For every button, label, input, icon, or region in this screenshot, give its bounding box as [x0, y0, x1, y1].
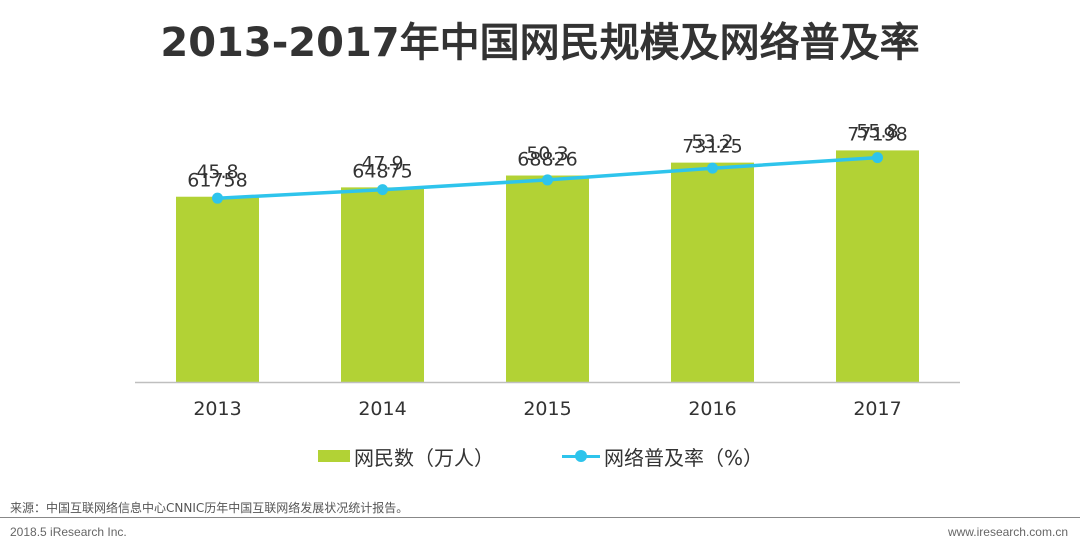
- rate-value-label: 47.9: [361, 153, 403, 175]
- footer-website: www.iresearch.com.cn: [947, 525, 1068, 539]
- rate-point-2014: [377, 184, 388, 196]
- chart-legend: 网民数（万人） 网络普及率（%）: [0, 441, 1080, 471]
- legend-item-rate: 网络普及率（%）: [562, 441, 763, 471]
- chart-title: 2013-2017年中国网民规模及网络普及率: [160, 20, 920, 66]
- legend-bar-swatch: [318, 450, 350, 462]
- legend-item-users: 网民数（万人）: [318, 441, 494, 471]
- bar-2015: [506, 175, 589, 382]
- x-tick-label: 2013: [193, 398, 241, 420]
- rate-point-2017: [872, 152, 883, 164]
- bar-value-label: 64875: [352, 160, 412, 182]
- rate-value-label: 45.8: [196, 161, 238, 183]
- legend-line-swatch: [562, 450, 600, 462]
- rate-labels-layer: 45.8 47.9 50.3 53.2 55.8: [196, 121, 898, 184]
- rate-points-layer: [212, 152, 883, 204]
- legend-label-rate: 网络普及率（%）: [604, 445, 764, 470]
- x-tick-label: 2014: [358, 398, 406, 420]
- rate-point-2015: [542, 174, 553, 186]
- bar-2017: [836, 150, 919, 382]
- bar-2016: [671, 162, 754, 382]
- x-tick-label: 2017: [853, 398, 901, 420]
- bar-2013: [176, 196, 259, 382]
- legend-label-users: 网民数（万人）: [354, 445, 494, 470]
- x-tick-label: 2016: [688, 398, 736, 420]
- bar-2014: [341, 187, 424, 382]
- rate-value-label: 50.3: [526, 143, 568, 165]
- bar-value-label: 73125: [682, 136, 742, 158]
- x-ticks-layer: 2013 2014 2015 2016 2017: [193, 398, 901, 420]
- bar-value-label: 61758: [187, 170, 247, 192]
- rate-value-label: 55.8: [856, 121, 898, 143]
- rate-value-label: 53.2: [691, 131, 733, 153]
- footer-copyright: 2018.5 iResearch Inc.: [10, 525, 127, 539]
- footer-divider: [0, 517, 1080, 518]
- rate-point-2013: [212, 192, 223, 204]
- bars-layer: [176, 150, 919, 382]
- bar-value-label: 77198: [847, 123, 907, 145]
- bar-labels-layer: 61758 64875 68826 73125 77198: [187, 123, 907, 191]
- rate-point-2016: [707, 162, 718, 174]
- x-tick-label: 2015: [523, 398, 571, 420]
- source-note: 来源：中国互联网络信息中心CNNIC历年中国互联网络发展状况统计报告。: [10, 501, 409, 515]
- bar-value-label: 68826: [517, 149, 577, 171]
